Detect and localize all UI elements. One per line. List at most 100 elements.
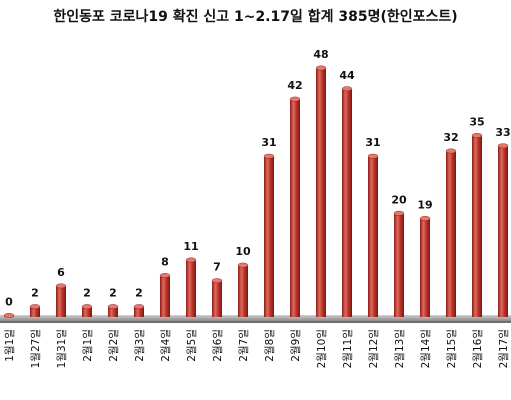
bar-body	[186, 259, 196, 317]
x-tick-label: 2월17일	[497, 329, 510, 368]
data-label: 2	[109, 287, 117, 300]
data-label: 35	[469, 115, 484, 128]
bar	[237, 262, 249, 317]
bar-cap	[185, 257, 197, 263]
bar-cap	[133, 304, 145, 310]
bar	[367, 153, 379, 317]
bar	[263, 153, 275, 317]
bar-cap	[471, 133, 483, 138]
bar-body	[420, 218, 430, 317]
data-label: 44	[339, 69, 355, 82]
bar-cap	[497, 143, 509, 149]
data-label: 31	[365, 136, 380, 149]
x-tick-label: 2월12일	[367, 329, 380, 368]
data-label: 10	[235, 245, 251, 258]
data-label: 0	[5, 296, 13, 309]
bar-cap	[419, 216, 431, 221]
bar-cap	[367, 153, 379, 159]
bar-cap	[237, 262, 249, 268]
x-tick-label: 2월6일	[211, 329, 224, 362]
bar-body	[82, 306, 92, 317]
x-tick-label: 2월7일	[237, 329, 250, 362]
x-tick-label: 2월15일	[445, 329, 458, 368]
bar	[3, 313, 15, 318]
x-tick-label: 2월9일	[289, 329, 302, 362]
x-tick-label: 1월27일	[29, 329, 42, 368]
bar	[185, 257, 197, 317]
x-tick-label: 1월1일	[3, 329, 16, 362]
bar-body	[212, 280, 222, 317]
data-label: 33	[495, 126, 510, 139]
bar-body	[472, 135, 482, 317]
bar-body	[264, 156, 274, 317]
bar-cap	[107, 304, 119, 310]
bar-body	[446, 151, 456, 317]
bar	[211, 278, 223, 317]
bar-body	[394, 213, 404, 317]
bar	[419, 216, 431, 317]
bar-body	[342, 88, 352, 317]
data-label: 42	[287, 79, 302, 92]
x-tick-label: 2월2일	[107, 329, 120, 362]
bar-body	[368, 156, 378, 317]
bar-cap	[81, 304, 93, 310]
bar	[55, 283, 67, 317]
x-tick-label: 1월31일	[55, 329, 68, 368]
x-tick-label: 2월13일	[393, 329, 406, 368]
data-label: 11	[183, 240, 198, 253]
data-label: 2	[31, 287, 39, 300]
x-tick-label: 2월14일	[419, 329, 432, 368]
bar-body	[316, 68, 326, 317]
x-tick-label: 2월4일	[159, 329, 172, 362]
data-label: 19	[417, 198, 432, 211]
data-label: 32	[443, 131, 458, 144]
bar-body	[290, 99, 300, 317]
bar-cap	[393, 210, 405, 216]
bar-body	[56, 285, 66, 317]
bar	[341, 86, 353, 317]
bar	[315, 65, 327, 317]
bar-cap	[315, 65, 327, 71]
chart-floor	[0, 315, 511, 323]
x-tick-label: 2월8일	[263, 329, 276, 362]
bar-cap	[445, 148, 457, 154]
x-tick-label: 2월5일	[185, 329, 198, 362]
bar	[289, 96, 301, 317]
x-tick-label: 2월1일	[81, 329, 94, 362]
bar-cap	[159, 273, 171, 278]
bar-cap	[211, 278, 223, 284]
bar-cap	[263, 153, 275, 159]
x-tick-label: 2월3일	[133, 329, 146, 362]
x-tick-label: 2월11일	[341, 329, 354, 368]
x-tick-label: 2월10일	[315, 329, 328, 368]
bar	[497, 143, 509, 317]
bar-cap	[3, 313, 15, 318]
floor-edge	[0, 321, 511, 323]
data-label: 20	[391, 193, 407, 206]
data-label: 2	[135, 287, 143, 300]
bars	[3, 65, 509, 318]
bar-cap	[29, 304, 41, 310]
bar-body	[160, 275, 170, 317]
bar-cap	[289, 96, 301, 102]
data-label: 2	[83, 287, 91, 300]
data-label: 8	[161, 256, 169, 269]
bar-body	[498, 145, 508, 317]
value-labels: 0 2 6 2 2 2 8 11 7 10 31 42 48 44 31 20 19 32 35 33	[5, 48, 510, 309]
data-label: 6	[57, 266, 65, 279]
bar	[159, 273, 171, 317]
data-label: 48	[313, 48, 328, 61]
bar-body	[30, 306, 40, 317]
data-label: 7	[213, 261, 221, 274]
bar-cap	[341, 86, 353, 92]
x-tick-label: 2월16일	[471, 329, 484, 368]
floor-slab	[0, 315, 511, 321]
bar	[29, 304, 41, 317]
category-labels: 1월1일 1월27일 1월31일 2월1일 2월2일 2월3일 2월4일 2월5일 2월6일 2월…	[3, 329, 510, 368]
bar	[393, 210, 405, 317]
bar	[471, 133, 483, 317]
bar-body	[134, 306, 144, 317]
bar	[107, 304, 119, 317]
